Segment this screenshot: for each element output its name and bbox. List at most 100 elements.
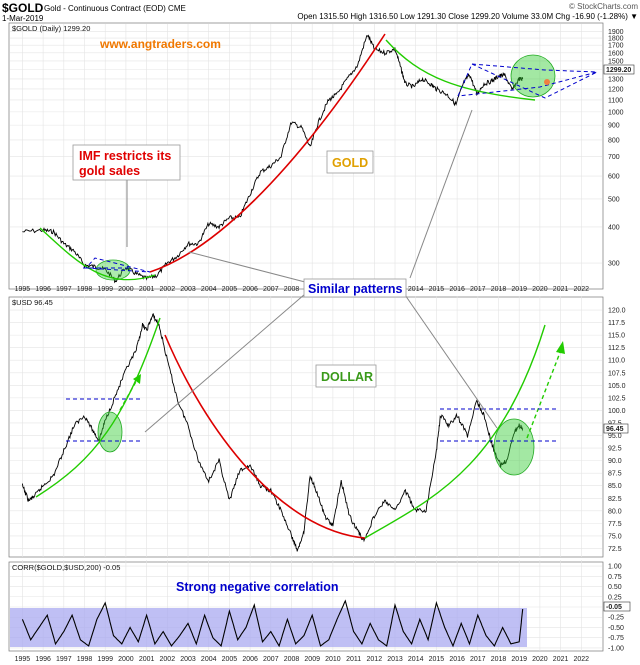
x-tick-0-25: 2020 xyxy=(532,286,548,293)
y-tick-1-2: 115.0 xyxy=(608,333,625,340)
x-tick-0-8: 2003 xyxy=(180,286,196,293)
x-tick-0-26: 2021 xyxy=(553,286,569,293)
usd-1999-highlight xyxy=(97,411,123,453)
x-tick-0-1: 1996 xyxy=(35,286,51,293)
y-tick-0-10: 900 xyxy=(608,123,620,130)
gold-last-value: 1299.20 xyxy=(606,67,631,74)
dollar-label: DOLLAR xyxy=(321,370,373,384)
tick-labels: 1900180017001600150014001300120011001000… xyxy=(15,29,626,663)
corr-last-value: -0.05 xyxy=(606,604,622,611)
x-tick-2-13: 2008 xyxy=(284,656,300,663)
corr-last-value-box xyxy=(603,601,631,612)
series-layer xyxy=(21,34,524,648)
x-tick-2-9: 2004 xyxy=(201,656,217,663)
y-tick-1-8: 100.0 xyxy=(608,408,626,415)
similar-box xyxy=(303,278,407,298)
y-tick-2-0: 1.00 xyxy=(608,564,622,571)
x-tick-2-19: 2014 xyxy=(408,656,424,663)
usd-last-value-box xyxy=(603,423,629,434)
x-tick-0-23: 2018 xyxy=(491,286,507,293)
x-tick-2-5: 2000 xyxy=(118,656,134,663)
y-tick-2-6: -0.50 xyxy=(608,625,624,632)
y-tick-0-11: 800 xyxy=(608,137,620,144)
imf-callout-box xyxy=(72,144,181,181)
header-ohlc: Open 1315.50 High 1316.50 Low 1291.30 Cl… xyxy=(297,12,638,21)
connector-gold-right xyxy=(409,109,473,279)
usd-red-trend-curve xyxy=(164,334,366,539)
y-tick-1-13: 87.5 xyxy=(608,471,622,478)
corr-panel-frame xyxy=(8,561,604,652)
y-tick-1-16: 80.0 xyxy=(608,508,622,515)
y-tick-0-2: 1700 xyxy=(608,43,624,50)
usd-arrowhead-left xyxy=(133,374,141,384)
x-tick-0-6: 2001 xyxy=(139,286,155,293)
x-tick-0-3: 1998 xyxy=(77,286,93,293)
connector-usd-right xyxy=(402,291,498,429)
x-tick-2-26: 2021 xyxy=(553,656,569,663)
y-tick-0-8: 1100 xyxy=(608,97,623,104)
connector-usd-left xyxy=(144,293,306,433)
gold-last-value-box xyxy=(603,64,635,75)
usd-last-value: 96.45 xyxy=(606,426,624,433)
y-tick-1-10: 95.0 xyxy=(608,433,622,440)
y-tick-0-15: 400 xyxy=(608,224,620,231)
x-tick-0-12: 2007 xyxy=(263,286,279,293)
gold-panel-label: $GOLD (Daily) 1299.20 xyxy=(12,24,90,33)
gold-2019-highlight xyxy=(510,54,556,98)
gold-2019-triangle-lower xyxy=(471,63,598,99)
x-tick-0-11: 2006 xyxy=(242,286,258,293)
x-tick-2-3: 1998 xyxy=(77,656,93,663)
x-tick-2-0: 1995 xyxy=(15,656,31,663)
y-tick-1-18: 75.0 xyxy=(608,533,622,540)
y-tick-2-3: 0.25 xyxy=(608,594,622,601)
gold-2019-triangle xyxy=(457,63,598,97)
x-tick-0-7: 2002 xyxy=(160,286,176,293)
y-tick-1-0: 120.0 xyxy=(608,308,626,315)
x-tick-0-22: 2017 xyxy=(470,286,486,293)
y-tick-1-14: 85.0 xyxy=(608,483,622,490)
gold-label: GOLD xyxy=(332,156,368,170)
y-tick-1-1: 117.5 xyxy=(608,320,625,327)
x-tick-2-7: 2002 xyxy=(160,656,176,663)
usd-green-curve-left xyxy=(35,317,161,498)
x-tick-0-4: 1999 xyxy=(97,286,113,293)
x-tick-2-10: 2005 xyxy=(222,656,238,663)
x-tick-0-9: 2004 xyxy=(201,286,217,293)
gold-green-curve-left xyxy=(39,227,156,281)
header-date: 1-Mar-2019 xyxy=(2,14,44,23)
y-tick-0-13: 600 xyxy=(608,174,620,181)
y-tick-2-8: -1.00 xyxy=(608,645,624,652)
corr-panel-label: CORR($GOLD,$USD,200) -0.05 xyxy=(12,563,120,572)
x-tick-2-1: 1996 xyxy=(35,656,51,663)
corr-negative-band xyxy=(10,608,527,647)
y-tick-2-7: -0.75 xyxy=(608,635,624,642)
x-tick-2-24: 2019 xyxy=(511,656,527,663)
usd-dashed-arrow-left xyxy=(119,377,139,411)
y-tick-0-6: 1300 xyxy=(608,76,624,83)
y-tick-2-5: -0.25 xyxy=(608,615,624,622)
y-tick-0-16: 300 xyxy=(608,261,620,268)
usd-2019-highlight xyxy=(493,418,535,476)
pattern-connectors xyxy=(126,109,498,433)
x-tick-2-14: 2009 xyxy=(304,656,320,663)
y-tick-0-7: 1200 xyxy=(608,86,624,93)
y-tick-0-12: 700 xyxy=(608,154,620,161)
y-tick-1-4: 110.0 xyxy=(608,358,625,365)
header-name: Gold - Continuous Contract (EOD) CME xyxy=(44,4,186,13)
connector-gold-left xyxy=(188,251,306,283)
x-tick-2-21: 2016 xyxy=(449,656,465,663)
header-symbol: $GOLD xyxy=(2,1,44,15)
x-tick-2-18: 2013 xyxy=(387,656,403,663)
imf-line-1: IMF restricts its xyxy=(79,149,171,163)
x-tick-2-25: 2020 xyxy=(532,656,548,663)
x-tick-2-27: 2022 xyxy=(574,656,590,663)
y-tick-1-3: 112.5 xyxy=(608,345,625,352)
y-tick-0-3: 1600 xyxy=(608,50,624,57)
y-tick-1-12: 90.0 xyxy=(608,458,622,465)
gold-green-curve-right xyxy=(385,39,536,101)
x-tick-0-0: 1995 xyxy=(15,286,31,293)
y-tick-0-0: 1900 xyxy=(608,29,624,36)
usd-arrowhead-right xyxy=(556,341,565,354)
